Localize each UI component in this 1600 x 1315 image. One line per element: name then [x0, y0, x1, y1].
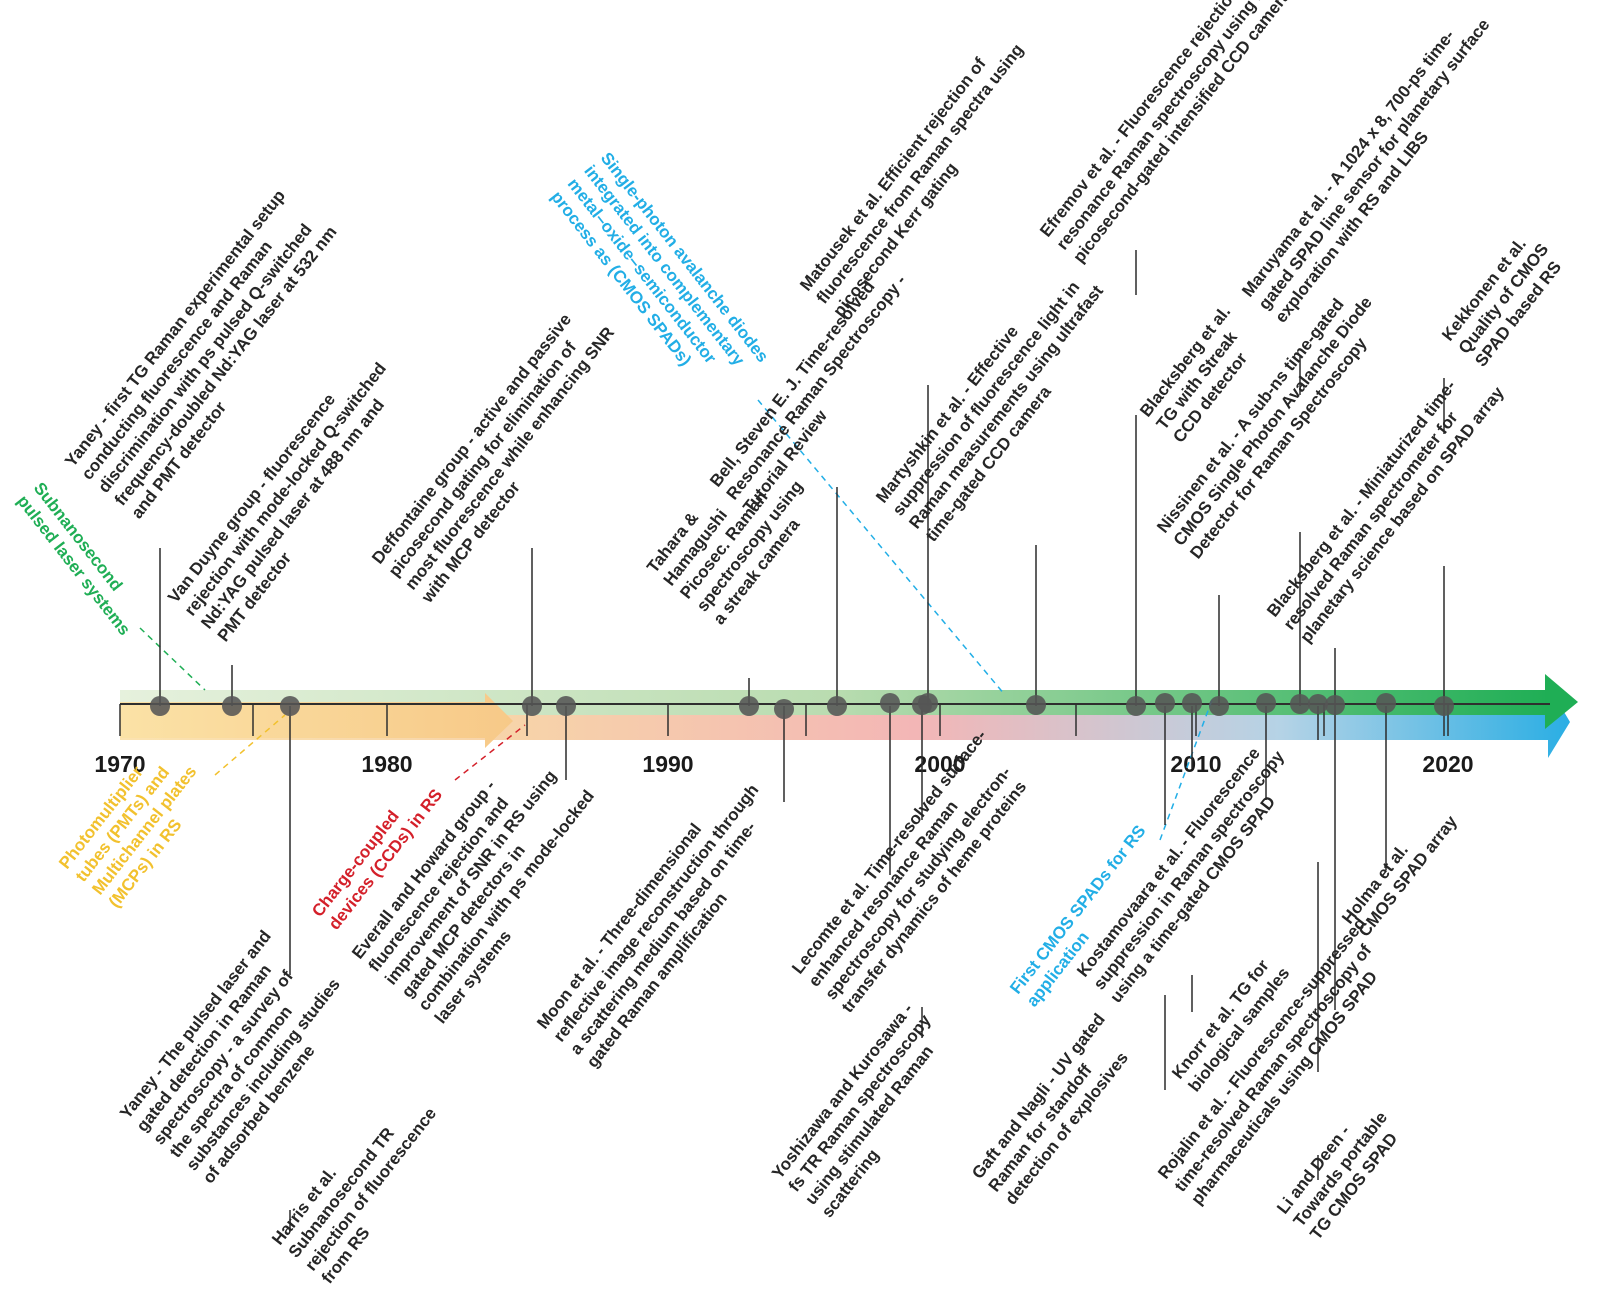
marker-tahara[interactable] — [739, 696, 759, 716]
spad-leader — [757, 399, 1006, 696]
label-line: most fluorescence while enhancing SNR — [401, 323, 618, 593]
label-line: resolved Raman spectrometer for — [1280, 408, 1462, 634]
marker-martyshkin[interactable] — [1026, 695, 1046, 715]
marker-gaft[interactable] — [1155, 693, 1175, 713]
label-efremov: Efremov et al. - Fluorescence rejection … — [1036, 0, 1294, 266]
year-label-2010: 2010 — [1170, 751, 1221, 777]
marker-deffontaine[interactable] — [522, 696, 542, 716]
marker-bell[interactable] — [827, 696, 847, 716]
marker-moon[interactable] — [774, 699, 794, 719]
label-line: picosecond gating for elimination of — [385, 338, 580, 581]
label-line: pulsed laser systems — [13, 492, 134, 639]
marker-blacksberg-streak[interactable] — [1126, 696, 1146, 716]
label-line: Matousek et al. Efficient rejection of — [796, 54, 990, 294]
marker-rojalin[interactable] — [1256, 693, 1276, 713]
label-line: resonance Raman spectroscopy using a — [1053, 0, 1269, 253]
svg-text:Matousek et al. Efficient reje: Matousek et al. Efficient rejection offl… — [796, 27, 1044, 320]
green-arrowhead — [1545, 674, 1578, 729]
label-line: picosecond-gated intensified CCD camera — [1069, 0, 1294, 266]
svg-text:Martyshkin et al. - Effectives: Martyshkin et al. - Effectivesuppression… — [872, 256, 1124, 546]
svg-text:Kekkonen et al.Quality of CMOS: Kekkonen et al.Quality of CMOSSPAD based… — [1438, 227, 1569, 370]
label-yaney2: Yaney - The pulsed laser andgated detect… — [116, 923, 360, 1187]
events-below-axis: Yaney - The pulsed laser andgated detect… — [116, 726, 1461, 1287]
marker-yaney1[interactable] — [150, 696, 170, 716]
marker-kekkonen[interactable] — [1434, 696, 1454, 716]
marker-yaney2[interactable] — [280, 696, 300, 716]
label-line: suppression of fluorescence light in — [889, 278, 1084, 520]
label-martyshkin: Martyshkin et al. - Effectivesuppression… — [872, 256, 1124, 546]
label-matousek: Matousek et al. Efficient rejection offl… — [796, 27, 1044, 320]
label-kekkonen: Kekkonen et al.Quality of CMOSSPAD based… — [1438, 227, 1569, 370]
technology-leaders — [139, 399, 1213, 841]
marker-nissinen[interactable] — [1209, 696, 1229, 716]
events-above-axis: Yaney - first TG Raman experimental setu… — [61, 0, 1569, 647]
year-label-2000: 2000 — [914, 751, 965, 777]
label-gaft: Gaft and Nagli - UV gatedRaman for stand… — [968, 1010, 1142, 1208]
pmt-leader — [214, 714, 286, 776]
marker-blacksberg-mini[interactable] — [1290, 694, 1310, 714]
label-harris: Harris et al.Subnanosecond TRrejection o… — [268, 1078, 457, 1287]
label-line: fluorescence from Raman spectra using — [813, 40, 1027, 307]
label-lideen: Li and Deen -Towards portableTG CMOS SPA… — [1273, 1095, 1408, 1243]
label-line: reflective image reconstruction through — [550, 781, 763, 1046]
subnanosecond-leader — [139, 627, 206, 691]
ccd-leader — [454, 724, 526, 781]
year-label-1970: 1970 — [94, 751, 145, 777]
svg-text:Yoshizawa and Kurosawa -fs TR: Yoshizawa and Kurosawa -fs TR Raman spec… — [768, 998, 968, 1222]
year-label-2020: 2020 — [1422, 751, 1473, 777]
svg-text:Holma et al.CMOS SPAD array: Holma et al.CMOS SPAD array — [1338, 799, 1461, 941]
label-line: Nissinen et al. - A sub-ns time-gated — [1153, 295, 1347, 536]
event-markers — [150, 693, 1454, 719]
marker-everall[interactable] — [556, 696, 576, 716]
label-line: Maruyama et al. - A 1024 x 8, 700-ps tim… — [1238, 26, 1458, 300]
label-yoshizawa: Yoshizawa and Kurosawa -fs TR Raman spec… — [768, 998, 968, 1222]
axis-labels: 1970 1980 1990 2000 2010 2020 — [94, 751, 1473, 777]
svg-text:Maruyama et al. - A 1024 x 8,: Maruyama et al. - A 1024 x 8, 700-ps tim… — [1238, 2, 1510, 326]
svg-text:Deffontaine group - active and: Deffontaine group - active and passivepi… — [368, 297, 635, 607]
svg-text:Gaft and Nagli - UV gatedRaman: Gaft and Nagli - UV gatedRaman for stand… — [968, 1010, 1142, 1208]
year-label-1990: 1990 — [642, 751, 693, 777]
label-line: gated SPAD line sensor for planetary sur… — [1255, 15, 1494, 313]
svg-text:Harris et al.Subnanosecond TRr: Harris et al.Subnanosecond TRrejection o… — [268, 1078, 457, 1287]
svg-text:Yaney - The pulsed laser andga: Yaney - The pulsed laser andgated detect… — [116, 923, 360, 1187]
marker-vanduyne[interactable] — [222, 696, 242, 716]
label-line: planetary science based on SPAD array — [1296, 383, 1508, 647]
first-cmos-leader — [1159, 699, 1213, 841]
svg-text:Li and Deen -Towards portableT: Li and Deen -Towards portableTG CMOS SPA… — [1273, 1095, 1408, 1243]
label-maruyama: Maruyama et al. - A 1024 x 8, 700-ps tim… — [1238, 2, 1510, 326]
label-deffontaine: Deffontaine group - active and passivepi… — [368, 297, 635, 607]
label-line: Raman measurements using ultrafast — [905, 281, 1107, 532]
svg-text:Efremov et al. - Fluorescence: Efremov et al. - Fluorescence rejection … — [1036, 0, 1294, 266]
event-connectors — [159, 250, 1445, 1232]
year-label-1980: 1980 — [361, 751, 412, 777]
label-holma: Holma et al.CMOS SPAD array — [1338, 799, 1461, 941]
marker-kostamovaara[interactable] — [1182, 693, 1202, 713]
marker-lideen[interactable] — [1308, 694, 1328, 714]
yellow-band — [120, 693, 513, 748]
marker-maruyama[interactable] — [1325, 695, 1345, 715]
marker-matousek[interactable] — [918, 693, 938, 713]
marker-holma[interactable] — [1376, 693, 1396, 713]
marker-lecomte[interactable] — [880, 693, 900, 713]
